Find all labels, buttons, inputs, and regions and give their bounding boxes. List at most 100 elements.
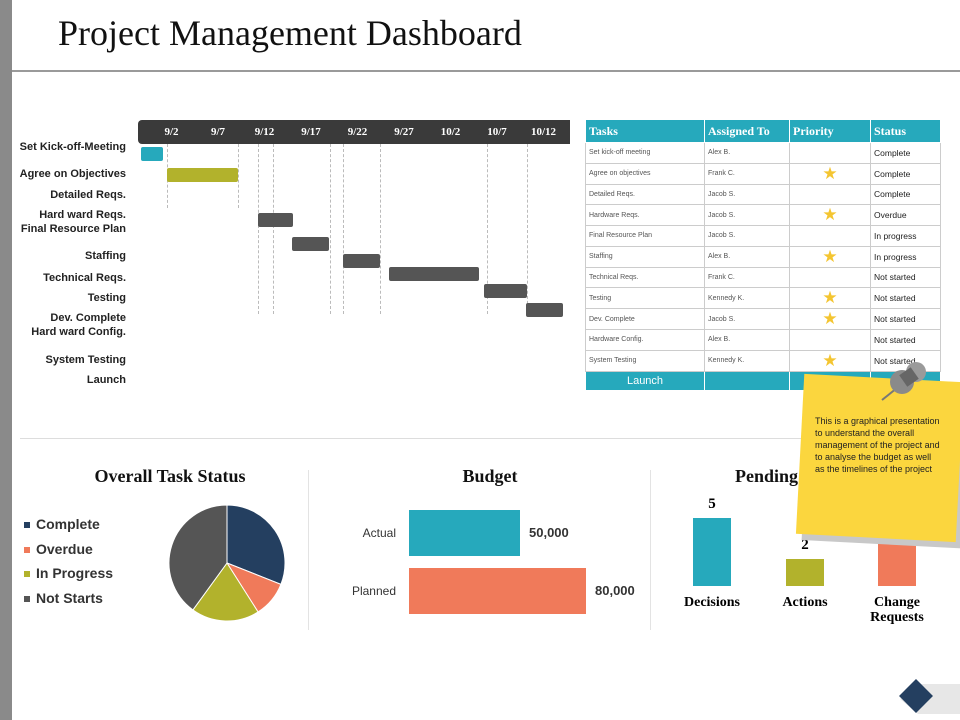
budget-bar (409, 568, 586, 614)
timeline-date: 10/2 (440, 126, 461, 138)
pushpin-icon (881, 362, 926, 401)
gantt-bar (343, 254, 380, 268)
task-cell: Testing (585, 287, 705, 309)
star-icon: ★ (822, 350, 838, 370)
legend-swatch (24, 546, 30, 553)
gantt-task-label: Hard ward Reqs. (39, 209, 126, 221)
status-cell: Overdue (870, 204, 941, 226)
assigned-cell: Kennedy K. (704, 287, 790, 309)
pie-slice-complete (226, 504, 286, 586)
task-status-title: Overall Task Status (94, 466, 246, 486)
task-table: Tasks Assigned To Priority Status Set ki… (585, 119, 941, 391)
gantt-task-label: Hard ward Config. (31, 326, 126, 338)
star-icon: ★ (822, 205, 838, 224)
pending-value: 2 (801, 536, 809, 553)
empty-cell (704, 370, 790, 391)
timeline-date: 9/22 (347, 126, 368, 138)
assigned-cell: Frank C. (704, 266, 790, 288)
col-header: Priority (789, 119, 871, 143)
pending-label: Actions (782, 595, 828, 610)
priority-cell: ★ (789, 162, 871, 185)
gantt-task-label: Set Kick-off-Meeting (19, 141, 126, 153)
assigned-cell: Alex B. (704, 142, 790, 164)
task-cell: Staffing (585, 245, 705, 268)
budget-title: Budget (462, 466, 518, 486)
sticky-note-text: This is a graphical presentation to unde… (815, 416, 940, 474)
budget-bar (409, 510, 520, 556)
priority-cell: ★ (789, 204, 871, 226)
status-cell: Not started (870, 266, 941, 288)
table-row: Dev. Complete Jacob S. ★ Not started (585, 308, 941, 330)
gantt-bar (292, 237, 329, 251)
timeline-date: 9/7 (210, 126, 226, 138)
pie-slice-not-starts (168, 504, 228, 611)
assigned-cell: Jacob S. (704, 183, 790, 205)
section-divider (20, 438, 948, 439)
priority-cell (789, 266, 871, 288)
pending-label: Decisions (684, 595, 740, 610)
gantt-task-label: Final Resource Plan (20, 223, 126, 235)
legend-label: Overdue (36, 540, 93, 557)
gantt-task-label: Dev. Complete (50, 312, 126, 324)
budget-value: 80,000 (595, 583, 635, 598)
gantt-gridline (273, 144, 274, 314)
table-row: Staffing Alex B. ★ In progress (585, 245, 941, 268)
task-cell: Agree on objectives (585, 162, 705, 185)
task-cell: Detailed Reqs. (585, 183, 705, 205)
divider (650, 470, 651, 630)
assigned-cell: Frank C. (704, 162, 790, 185)
table-row: Final Resource Plan Jacob S. In progress (585, 225, 941, 247)
status-cell: Complete (870, 142, 941, 164)
legend-item: In Progress (24, 565, 113, 581)
timeline-date: 10/7 (487, 126, 507, 138)
pie-slice-in-progress (192, 562, 259, 622)
legend-label: Complete (36, 516, 100, 532)
legend-item: Not Starts (24, 590, 103, 606)
table-row: Agree on objectives Frank C. ★ Complete (585, 162, 941, 185)
legend-label: In Progress (36, 565, 114, 581)
status-cell: In progress (870, 225, 941, 247)
status-cell: Not started (870, 329, 941, 351)
priority-cell (789, 183, 871, 205)
task-cell: Final Resource Plan (585, 225, 705, 247)
star-icon: ★ (822, 309, 838, 328)
pending-value: 5 (708, 496, 716, 512)
table-row: Testing Kennedy K. ★ Not started (585, 287, 941, 309)
table-row: Technical Reqs. Frank C. Not started (585, 266, 941, 288)
gantt-bar (141, 147, 163, 161)
launch-cell: Launch (585, 370, 705, 391)
status-cell: In progress (870, 245, 941, 268)
divider (308, 470, 309, 630)
priority-cell: ★ (789, 287, 871, 309)
task-cell: Technical Reqs. (585, 266, 705, 288)
assigned-cell: Alex B. (704, 245, 790, 268)
timeline-date: 9/2 (164, 126, 179, 138)
gantt-gridline (527, 144, 528, 314)
task-cell: System Testing (585, 349, 705, 372)
legend-item: Overdue (24, 541, 93, 557)
status-cell: Not started (870, 287, 941, 309)
gantt-task-label: Staffing (85, 250, 126, 262)
star-icon: ★ (822, 246, 838, 266)
gantt-bar (526, 303, 563, 317)
legend-swatch (24, 571, 30, 578)
assigned-cell: Jacob S. (704, 204, 790, 226)
gantt-bar (258, 213, 293, 227)
gantt-gridline (238, 144, 239, 208)
gantt-bar (167, 168, 238, 182)
pending-title: Pending (735, 466, 799, 486)
col-header: Tasks (585, 119, 705, 143)
legend-swatch (24, 595, 30, 602)
timeline-date: 9/17 (301, 126, 321, 138)
status-cell: Not started (870, 308, 941, 330)
gantt-gridline (487, 144, 488, 314)
legend-item: Complete (24, 516, 100, 532)
gantt-bar (389, 267, 479, 281)
gantt-task-label: Testing (87, 292, 126, 304)
legend-swatch (24, 522, 30, 529)
pending-bar (786, 558, 824, 586)
gantt-gridline (380, 144, 381, 314)
priority-cell: ★ (789, 245, 871, 268)
table-row: Set kick-off meeting Alex B. Complete (585, 142, 941, 164)
table-row: Hardware Reqs. Jacob S. ★ Overdue (585, 204, 941, 226)
